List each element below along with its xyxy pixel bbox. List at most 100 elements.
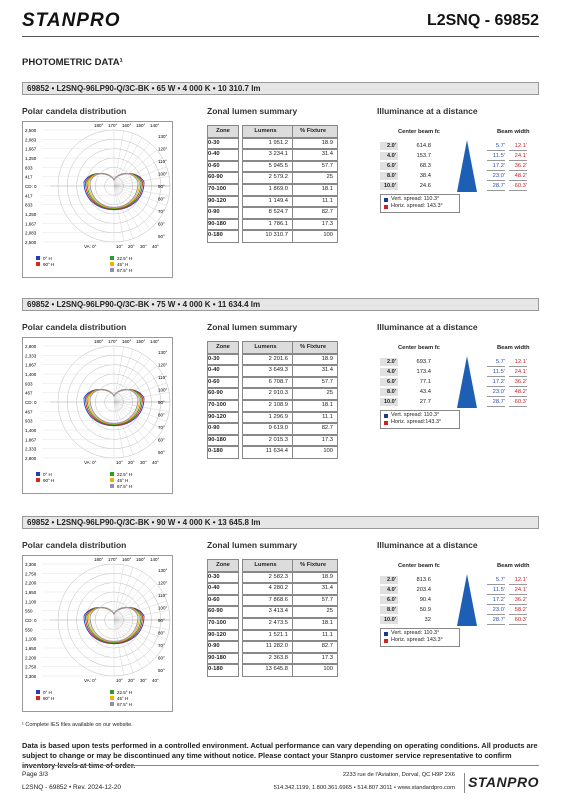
center-fc: 90.4 <box>419 597 431 603</box>
center-fc: 203.4 <box>416 587 431 593</box>
scale-label: 833 <box>25 203 33 208</box>
scale-label: 3,300 <box>25 562 37 567</box>
legend-swatch <box>36 690 40 694</box>
scale-label: 933 <box>25 381 33 386</box>
angle-label: 10° <box>116 244 123 249</box>
angle-label: 120° <box>158 581 168 586</box>
table-cell: 60-90 <box>207 387 239 401</box>
scale-label: 2,800 <box>25 344 37 349</box>
scale-label: 2,333 <box>25 447 37 452</box>
footer-logo: STANPRO <box>468 774 539 790</box>
angle-label: 20° <box>128 244 135 249</box>
column-header: Beam width <box>497 129 530 135</box>
table-cell: 70-100 <box>207 617 239 631</box>
column-header: Center beam fc <box>398 129 440 135</box>
table-cell: 70-100 <box>207 399 239 413</box>
grid-ray <box>113 591 163 621</box>
legend-label: Horiz. spread:143.3° <box>391 419 442 425</box>
legend-swatch <box>110 702 114 706</box>
angle-label: 80° <box>158 197 165 202</box>
legend-label: 22.5° H <box>117 690 132 695</box>
beam-width-horiz: 24.1' <box>509 368 527 377</box>
legend-label: 22.5° H <box>117 256 132 261</box>
grid-ray <box>113 358 151 403</box>
angle-label: 20° <box>128 460 135 465</box>
table-cell: 11.1 <box>292 194 338 209</box>
grid-ray <box>113 576 151 621</box>
angle-label: 180° <box>94 123 104 128</box>
legend-swatch <box>36 472 40 476</box>
subheading: Zonal lumen summary <box>207 322 298 332</box>
angle-label: 70° <box>158 643 165 648</box>
angle-label: 160° <box>122 339 132 344</box>
grid-ray <box>113 185 163 215</box>
distance: 2.0' <box>380 576 398 584</box>
table-cell: 18.1 <box>292 617 338 631</box>
beam-width-vert: 5.7' <box>487 358 505 367</box>
angle-label: 10° <box>116 678 123 683</box>
legend-swatch <box>36 696 40 700</box>
table-cell: 0-90 <box>207 422 239 436</box>
beam-width-vert: 23.0' <box>487 172 505 181</box>
angle-label: 160° <box>122 123 132 128</box>
scale-label: 1,667 <box>25 147 37 152</box>
angle-label: 150° <box>136 557 146 562</box>
center-fc: 43.4 <box>419 389 431 395</box>
logo: STANPRO <box>22 10 121 31</box>
beam-width-horiz: 12.1' <box>509 358 527 367</box>
legend-label: 90° H <box>43 478 54 483</box>
angle-label: 50° <box>158 234 165 239</box>
section-title: PHOTOMETRIC DATA¹ <box>22 57 123 68</box>
angle-label: 180° <box>94 557 104 562</box>
legend-label: 67.5° H <box>117 484 132 489</box>
table-cell: 0-40 <box>207 148 239 162</box>
scale-label: 1,667 <box>25 221 37 226</box>
spread-legend: Vert. spread: 110.3° Horiz. spread:143.3° <box>380 410 460 429</box>
angle-label: 170° <box>108 557 118 562</box>
grid-ray <box>113 401 124 458</box>
grid-ray <box>113 401 134 455</box>
table-cell: 90-120 <box>207 628 239 643</box>
beam-width-horiz: 36.2' <box>509 378 527 387</box>
column-header: Center beam fc <box>398 345 440 351</box>
beam-width-horiz: 60.3' <box>509 398 527 407</box>
angle-label: 40° <box>152 678 159 683</box>
table-cell: 25 <box>292 605 338 619</box>
legend-label: 22.5° H <box>117 472 132 477</box>
angle-label: 60° <box>158 222 165 227</box>
subheading: Polar candela distribution <box>22 106 127 116</box>
center-fc: 153.7 <box>416 153 431 159</box>
legend-swatch <box>36 262 40 266</box>
legend-label: 67.5° H <box>117 702 132 707</box>
scale-label: 1,100 <box>25 637 37 642</box>
beam-width-horiz: 48.2' <box>509 172 527 181</box>
column-header: Beam width <box>497 345 530 351</box>
scale-label: 2,800 <box>25 456 37 461</box>
table-cell: 100 <box>292 229 338 243</box>
legend-swatch <box>384 639 388 643</box>
legend-label: 67.5° H <box>117 268 132 273</box>
table-cell: 31.4 <box>292 148 338 162</box>
legend-label: Vert. spread: 110.3° <box>391 196 440 202</box>
beam-width-vert: 23.0' <box>487 606 505 615</box>
scale-label: 417 <box>25 193 33 198</box>
scale-label: 467 <box>25 409 33 414</box>
scale-label: 1,400 <box>25 428 37 433</box>
angle-label: 170° <box>108 123 118 128</box>
table-cell: 31.4 <box>292 582 338 596</box>
subheading: Zonal lumen summary <box>207 106 298 116</box>
grid-ray <box>113 382 167 403</box>
grid-ray <box>113 401 151 446</box>
grid-ray <box>113 567 134 621</box>
scale-label: 467 <box>25 391 33 396</box>
table-cell: 0-180 <box>207 445 239 459</box>
beam-width-horiz: 60.3' <box>509 182 527 191</box>
column-header: Beam width <box>497 563 530 569</box>
grid-ray <box>113 401 143 451</box>
angle-label: 10° <box>116 460 123 465</box>
center-fc: 27.7 <box>419 399 431 405</box>
table-header: % Fixture <box>292 341 338 355</box>
table-header: % Fixture <box>292 125 338 139</box>
angle-label: 120° <box>158 147 168 152</box>
legend-label: 45° H <box>117 262 128 267</box>
